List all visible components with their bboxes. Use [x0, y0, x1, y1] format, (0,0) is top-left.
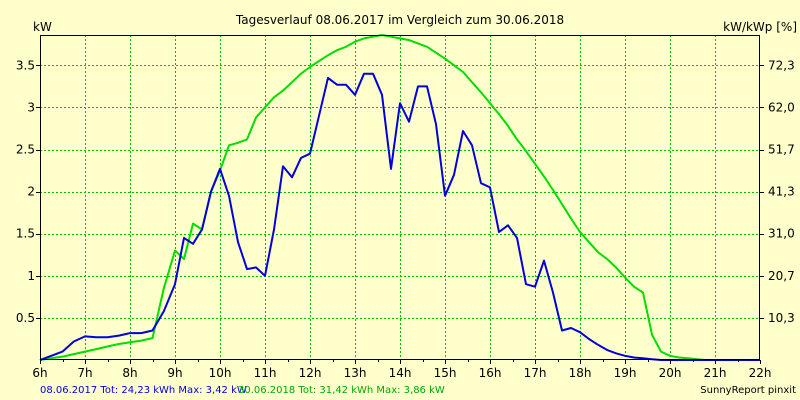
x-tick-label: 7h: [77, 366, 92, 380]
stats-2018: 30.06.2018 Tot: 31,42 kWh Max: 3,86 kW: [238, 385, 445, 396]
x-tick-label: 21h: [704, 366, 727, 380]
y-left-tick-label: 2.5: [16, 143, 35, 157]
plot-border: [40, 35, 760, 360]
y-right-tick-label: 72,3: [768, 58, 795, 72]
y-right-tick-label: 20,7: [768, 269, 795, 283]
y-left-tick-label: 2: [27, 185, 35, 199]
x-tick-label: 19h: [614, 366, 637, 380]
y-right-tick-label: 41,3: [768, 185, 795, 199]
x-tick-label: 18h: [569, 366, 592, 380]
y-right-tick-label: 62,0: [768, 100, 795, 114]
y-left-tick-label: 1: [27, 269, 35, 283]
series-group: [39, 34, 760, 361]
x-tick-label: 6h: [32, 366, 47, 380]
y-left-tick-label: 3.5: [16, 58, 35, 72]
x-tick-label: 20h: [659, 366, 682, 380]
series-line: [39, 72, 760, 361]
x-tick-label: 12h: [299, 366, 322, 380]
y-right-axis-label: kW/kWp [%]: [723, 20, 797, 34]
chart-title: Tagesverlauf 08.06.2017 im Vergleich zum…: [235, 13, 564, 27]
x-tick-label: 14h: [389, 366, 412, 380]
x-tick-label: 15h: [434, 366, 457, 380]
stats-2017: 08.06.2017 Tot: 24,23 kWh Max: 3,42 kW: [40, 385, 247, 396]
y-right-tick-label: 10,3: [768, 311, 795, 325]
x-tick-label: 8h: [122, 366, 137, 380]
y-right-tick-label: 51,7: [768, 143, 795, 157]
y-left-tick-label: 0.5: [16, 311, 35, 325]
x-tick-label: 16h: [479, 366, 502, 380]
plot-frame: [40, 35, 760, 360]
ticks: 6h 7h 8h 9h 10h 11h 12h 13h 14h 15h 16h 17h 18h 19h 20…: [16, 58, 795, 380]
y-left-axis-label: kW: [33, 20, 52, 34]
credit-text: SunnyReport pinxit: [700, 385, 796, 396]
y-right-tick-label: 31,0: [768, 227, 795, 241]
x-tick-label: 13h: [344, 366, 367, 380]
x-tick-label: 10h: [209, 366, 232, 380]
y-left-tick-label: 3: [27, 100, 35, 114]
x-tick-label: 11h: [254, 366, 277, 380]
labels: Tagesverlauf 08.06.2017 im Vergleich zum…: [33, 13, 797, 34]
x-tick-label: 22h: [749, 366, 772, 380]
footer: 08.06.2017 Tot: 24,23 kWh Max: 3,42 kW 3…: [40, 385, 796, 396]
y-left-tick-label: 1.5: [16, 227, 35, 241]
x-tick-label: 17h: [524, 366, 547, 380]
x-tick-label: 9h: [167, 366, 182, 380]
